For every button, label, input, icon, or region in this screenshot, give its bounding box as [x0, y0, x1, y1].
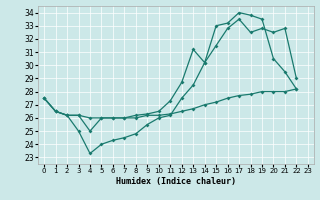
X-axis label: Humidex (Indice chaleur): Humidex (Indice chaleur): [116, 177, 236, 186]
